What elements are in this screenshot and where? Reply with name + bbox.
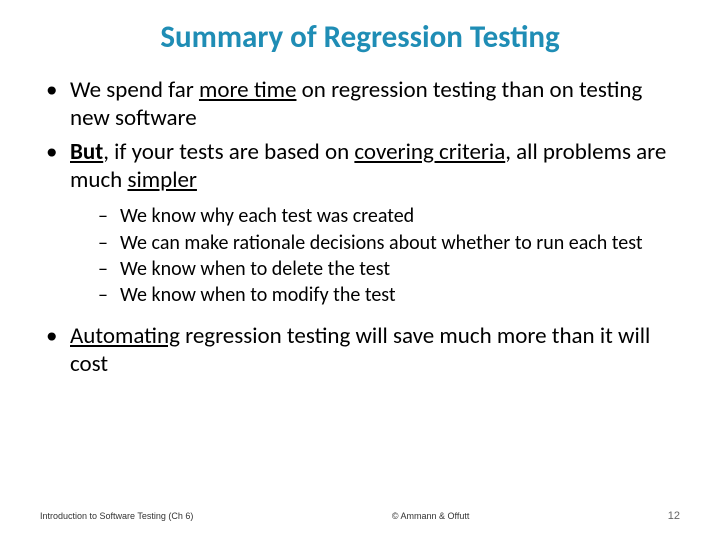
text-segment: We know when to modify the test xyxy=(120,283,396,307)
text-segment: , if your tests are based on xyxy=(103,138,354,166)
footer-center: © Ammann & Offutt xyxy=(392,511,470,521)
slide-footer: Introduction to Software Testing (Ch 6) … xyxy=(0,510,720,522)
sub-bullet-item: We know when to modify the test xyxy=(94,283,680,307)
bullet-item: We spend far more time on regression tes… xyxy=(40,76,680,132)
slide-title: Summary of Regression Testing xyxy=(40,18,680,56)
bullet-item: Automating regression testing will save … xyxy=(40,322,680,378)
footer-left: Introduction to Software Testing (Ch 6) xyxy=(40,511,193,521)
text-segment: We know why each test was created xyxy=(120,204,414,228)
text-segment: covering criteria xyxy=(354,138,505,166)
text-segment: We spend far xyxy=(70,76,199,104)
text-segment: more time xyxy=(199,76,297,104)
text-segment: We know when to delete the test xyxy=(120,257,390,281)
sub-bullet-list: We know why each test was created We can … xyxy=(70,204,680,308)
bullet-item: But, if your tests are based on covering… xyxy=(40,138,680,308)
text-segment: Automating xyxy=(70,322,180,350)
bullet-list: We spend far more time on regression tes… xyxy=(40,76,680,378)
text-segment: But xyxy=(70,138,103,166)
footer-right: 12 xyxy=(668,510,680,522)
text-segment: We can make rationale decisions about wh… xyxy=(120,231,643,255)
sub-bullet-item: We know when to delete the test xyxy=(94,257,680,281)
sub-bullet-item: We know why each test was created xyxy=(94,204,680,228)
text-segment: simpler xyxy=(127,166,196,194)
sub-bullet-item: We can make rationale decisions about wh… xyxy=(94,231,680,255)
